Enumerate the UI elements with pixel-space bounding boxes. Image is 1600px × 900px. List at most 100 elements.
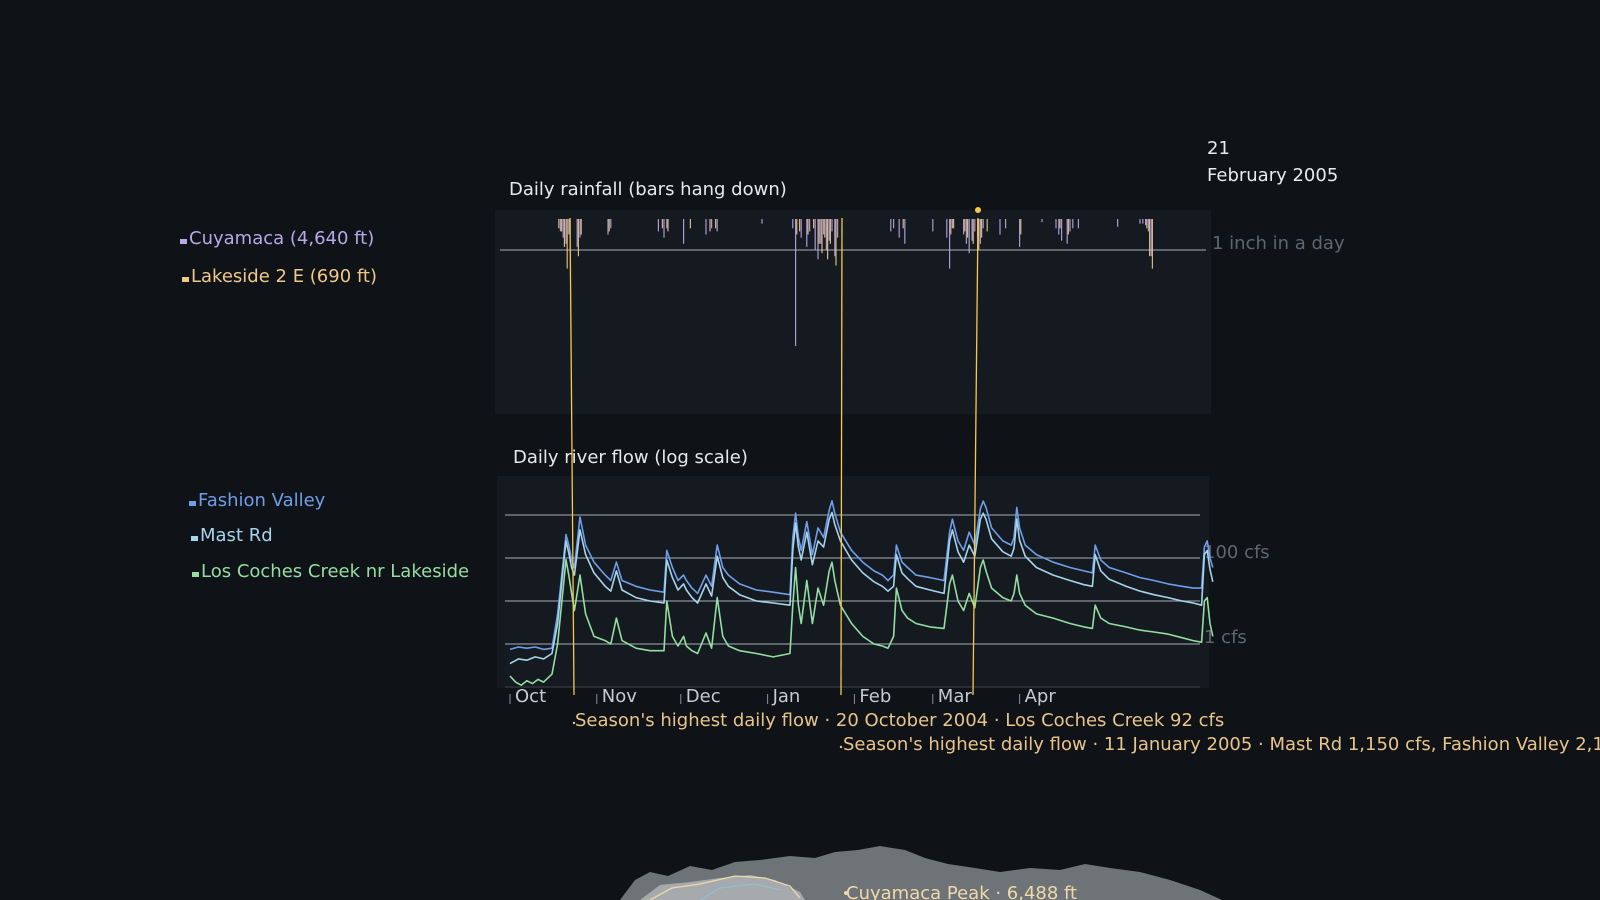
rain-bar-lakeside-8 — [661, 219, 663, 229]
rain-bar-lakeside-36 — [1149, 219, 1151, 257]
legend-label-mast-rd: Mast Rd — [200, 525, 273, 546]
rain-bar-cuyamaca-6 — [607, 219, 609, 235]
rain-bar-lakeside-2 — [563, 219, 565, 247]
rain-bar-lakeside-35 — [1146, 219, 1148, 229]
rain-bar-cuyamaca-19 — [806, 219, 808, 247]
legend-label-lakeside: Lakeside 2 E (690 ft) — [191, 266, 377, 287]
legend-swatch-cuyamaca — [180, 239, 187, 244]
rain-bar-lakeside-6 — [580, 219, 582, 235]
rainfall-panel-bg — [495, 210, 1211, 414]
rain-bar-lakeside-25 — [953, 219, 955, 229]
rainfall-bars — [558, 219, 1153, 347]
rain-bar-cuyamaca-1 — [562, 219, 564, 238]
rain-bar-cuyamaca-8 — [657, 219, 659, 232]
rain-bar-lakeside-5 — [577, 219, 579, 257]
flow-line-mast_rd — [509, 511, 1214, 665]
rain-bar-cuyamaca-40 — [968, 219, 970, 254]
rain-bar-lakeside-30 — [981, 219, 983, 238]
rain-bar-cuyamaca-20 — [809, 219, 811, 232]
x-tick-label-nov: Nov — [602, 686, 637, 707]
rain-bar-lakeside-11 — [709, 219, 711, 232]
rain-bar-cuyamaca-13 — [711, 219, 713, 229]
rain-bar-cuyamaca-58 — [1139, 219, 1141, 224]
rain-bar-cuyamaca-2 — [565, 219, 567, 244]
rain-bar-cuyamaca-9 — [663, 219, 665, 238]
rain-bar-cuyamaca-48 — [1019, 219, 1021, 247]
rain-bar-cuyamaca-46 — [999, 219, 1001, 235]
rain-bar-cuyamaca-54 — [1069, 219, 1071, 232]
rain-bar-cuyamaca-44 — [979, 219, 981, 244]
rain-bar-lakeside-33 — [1059, 219, 1061, 229]
callout-jan11: Season's highest daily flow · 11 January… — [843, 734, 1600, 755]
rain-bar-cuyamaca-56 — [1077, 219, 1079, 229]
rain-bar-cuyamaca-11 — [683, 219, 685, 244]
rain-bar-lakeside-13 — [796, 219, 798, 235]
current-date-month: February 2005 — [1207, 165, 1339, 186]
rain-bar-cuyamaca-22 — [817, 219, 819, 260]
flow-gridlines — [505, 514, 1200, 688]
legend-fashion-valley[interactable]: Fashion Valley — [189, 490, 325, 511]
current-date-day: 21 — [1207, 138, 1230, 159]
rain-bar-cuyamaca-33 — [904, 219, 906, 244]
rain-bar-lakeside-12 — [715, 219, 717, 229]
rain-bar-cuyamaca-12 — [705, 219, 707, 235]
flow-line-fashion_valley — [509, 500, 1214, 651]
legend-label-los-coches: Los Coches Creek nr Lakeside — [201, 561, 470, 582]
rain-bar-cuyamaca-32 — [898, 219, 900, 238]
legend-label-cuyamaca: Cuyamaca (4,640 ft) — [189, 228, 375, 249]
relief-map: Cuyamaca Peak · 6,488 ft — [620, 846, 1222, 900]
marker-line-oct20 — [569, 217, 575, 696]
legend-swatch-los-coches — [192, 572, 199, 577]
rain-bar-lakeside-24 — [950, 219, 952, 235]
rain-bar-cuyamaca-45 — [982, 219, 984, 229]
rain-bar-lakeside-26 — [964, 219, 966, 232]
rain-bar-cuyamaca-15 — [761, 219, 763, 224]
rain-bar-cuyamaca-18 — [800, 219, 802, 238]
rain-bar-cuyamaca-26 — [828, 219, 830, 241]
rain-bar-cuyamaca-39 — [965, 219, 967, 244]
rain-bar-cuyamaca-37 — [951, 219, 953, 229]
rain-bar-cuyamaca-38 — [963, 219, 965, 235]
rain-bar-cuyamaca-29 — [837, 219, 839, 238]
rain-bar-lakeside-20 — [827, 219, 829, 260]
x-tick-label-oct: Oct — [515, 686, 546, 707]
rain-bar-cuyamaca-5 — [579, 219, 581, 238]
rain-bar-cuyamaca-50 — [1055, 219, 1057, 229]
peak-marker — [844, 891, 848, 895]
rain-bar-cuyamaca-21 — [814, 219, 816, 250]
rainfall-reference-label: 1 inch in a day — [1212, 233, 1345, 254]
rain-bar-cuyamaca-57 — [1117, 219, 1119, 227]
flow-label-1cfs: 1 cfs — [1204, 627, 1247, 648]
rain-bar-lakeside-29 — [978, 219, 980, 250]
rain-bar-lakeside-14 — [799, 219, 801, 232]
rain-bar-cuyamaca-51 — [1058, 219, 1060, 235]
rain-bar-lakeside-34 — [1067, 219, 1069, 235]
rain-bar-cuyamaca-42 — [974, 219, 976, 232]
legend-los-coches[interactable]: Los Coches Creek nr Lakeside — [192, 561, 469, 582]
legend-mast-rd[interactable]: Mast Rd — [191, 525, 273, 546]
rain-bar-lakeside-37 — [1151, 219, 1153, 269]
rain-bar-cuyamaca-4 — [576, 219, 578, 247]
rain-bar-cuyamaca-10 — [666, 219, 668, 229]
legend-lakeside[interactable]: Lakeside 2 E (690 ft) — [182, 266, 377, 287]
flow-line-los_coches — [509, 558, 1214, 687]
x-tick-label-jan: Jan — [772, 686, 801, 707]
flow-panel-bg — [497, 476, 1209, 688]
rain-bar-lakeside-28 — [972, 219, 974, 244]
rain-bar-lakeside-31 — [986, 219, 988, 232]
rain-bar-cuyamaca-24 — [823, 219, 825, 235]
rain-bar-lakeside-16 — [813, 219, 815, 229]
x-tick-label-dec: Dec — [686, 686, 721, 707]
rain-bar-cuyamaca-31 — [893, 219, 895, 229]
rainfall-panel-title: Daily rainfall (bars hang down) — [509, 179, 787, 200]
legend-swatch-lakeside — [182, 277, 189, 282]
rain-bar-cuyamaca-28 — [834, 219, 836, 257]
x-axis-ticks: Oct Nov Dec Jan Feb Mar Apr — [509, 686, 1057, 707]
legend-label-fashion-valley: Fashion Valley — [198, 490, 326, 511]
rain-bar-cuyamaca-61 — [1147, 219, 1149, 232]
rain-bar-lakeside-18 — [821, 219, 823, 254]
x-tick-label-apr: Apr — [1025, 686, 1057, 707]
marker-line-jan11 — [840, 217, 843, 696]
rain-bar-lakeside-17 — [818, 219, 820, 244]
legend-cuyamaca[interactable]: Cuyamaca (4,640 ft) — [180, 228, 374, 249]
